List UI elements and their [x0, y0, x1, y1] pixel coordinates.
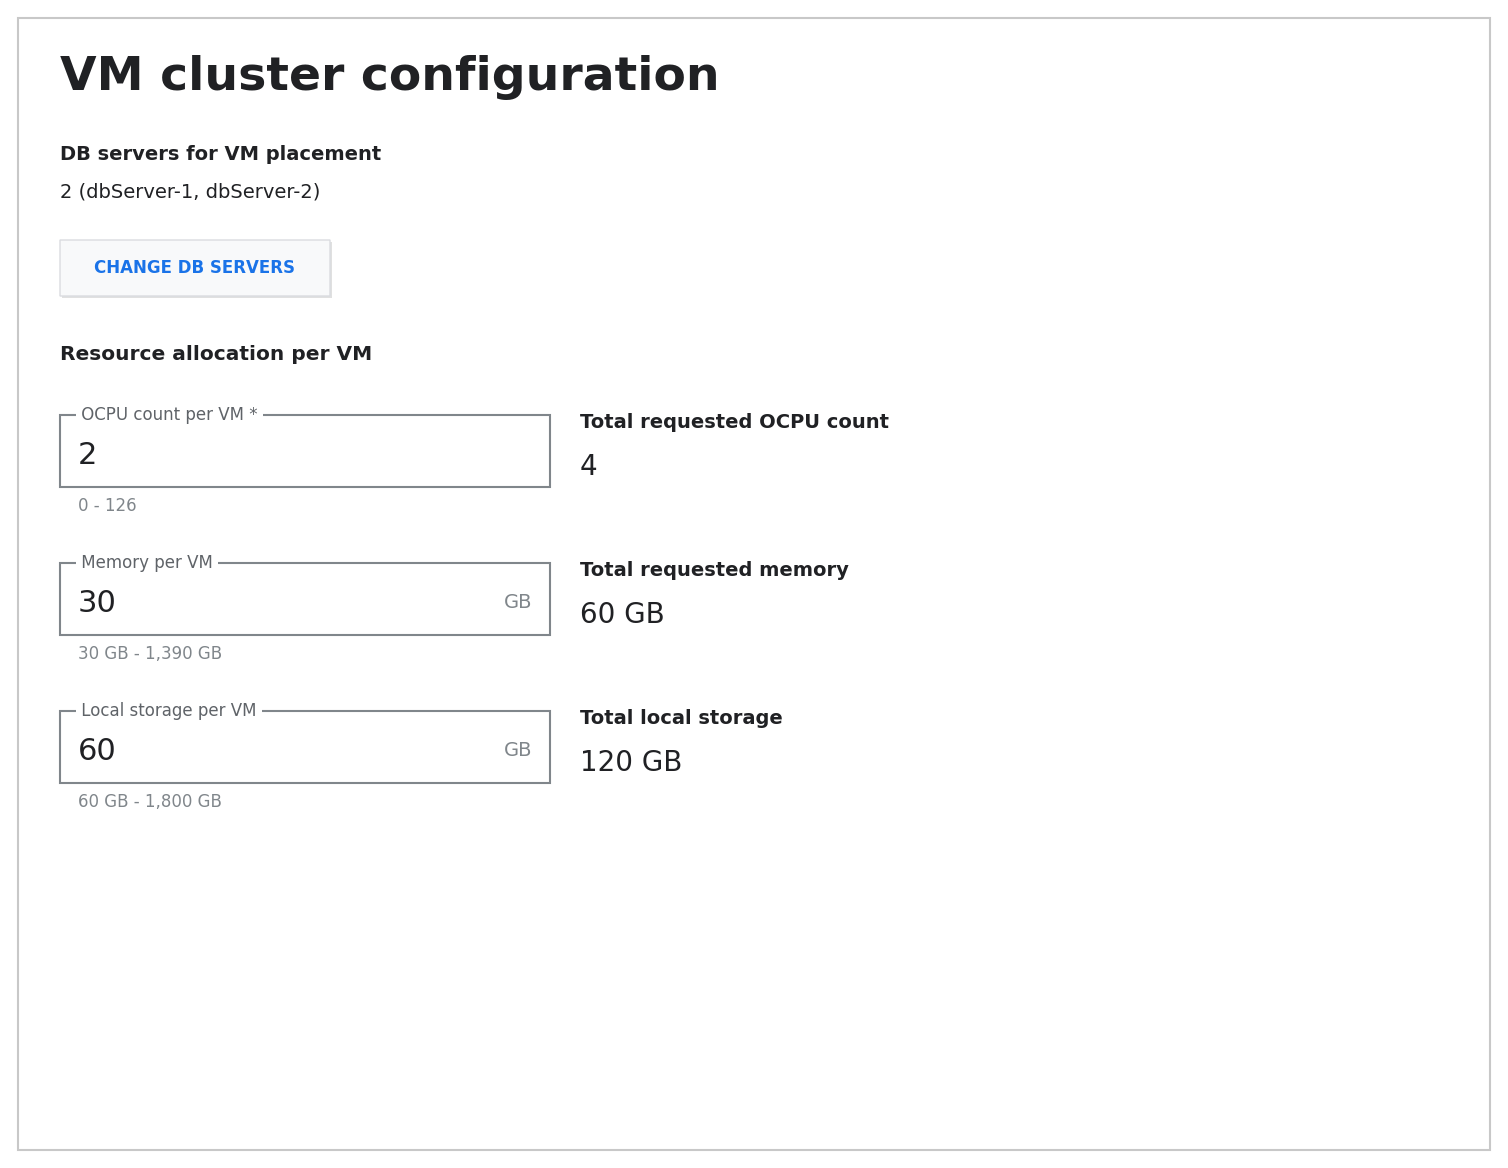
Text: DB servers for VM placement: DB servers for VM placement: [60, 145, 382, 164]
Text: Total local storage: Total local storage: [581, 709, 783, 728]
FancyBboxPatch shape: [60, 711, 550, 783]
Text: 60 GB - 1,800 GB: 60 GB - 1,800 GB: [78, 793, 222, 811]
Text: 0 - 126: 0 - 126: [78, 498, 137, 515]
Text: VM cluster configuration: VM cluster configuration: [60, 55, 719, 100]
Text: Total requested OCPU count: Total requested OCPU count: [581, 413, 890, 432]
Text: 4: 4: [581, 453, 597, 481]
Text: Memory per VM: Memory per VM: [75, 554, 219, 572]
Text: 60 GB: 60 GB: [581, 602, 665, 630]
Text: 30: 30: [78, 589, 118, 618]
FancyBboxPatch shape: [60, 563, 550, 635]
Text: 30 GB - 1,390 GB: 30 GB - 1,390 GB: [78, 645, 222, 663]
Text: Total requested memory: Total requested memory: [581, 561, 849, 580]
Text: Resource allocation per VM: Resource allocation per VM: [60, 345, 372, 364]
Text: GB: GB: [504, 593, 532, 612]
Text: 2: 2: [78, 440, 98, 470]
FancyBboxPatch shape: [60, 239, 330, 296]
Text: 60: 60: [78, 737, 116, 765]
FancyBboxPatch shape: [18, 18, 1490, 1150]
Text: 2 (dbServer-1, dbServer-2): 2 (dbServer-1, dbServer-2): [60, 182, 320, 201]
Text: 120 GB: 120 GB: [581, 749, 683, 777]
FancyBboxPatch shape: [60, 415, 550, 487]
Text: GB: GB: [504, 742, 532, 760]
Text: CHANGE DB SERVERS: CHANGE DB SERVERS: [95, 259, 296, 277]
Text: OCPU count per VM *: OCPU count per VM *: [75, 406, 262, 424]
FancyBboxPatch shape: [62, 242, 332, 298]
Text: Local storage per VM: Local storage per VM: [75, 702, 262, 719]
